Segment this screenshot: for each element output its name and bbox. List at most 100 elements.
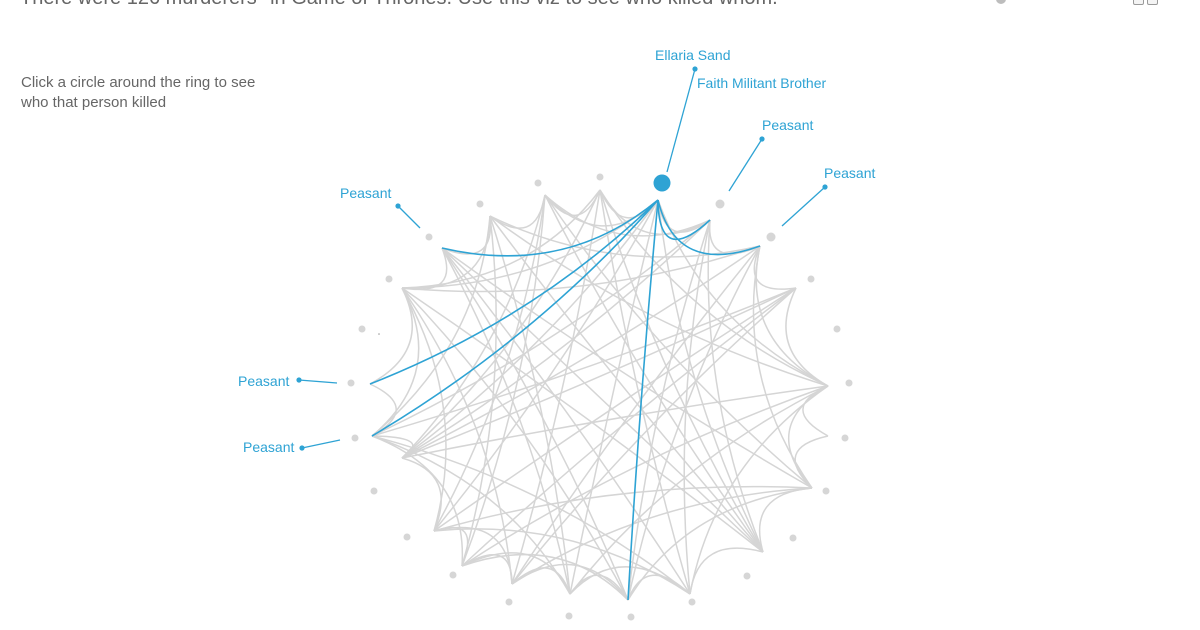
edge-35	[461, 385, 829, 567]
edge-90	[489, 194, 546, 229]
ring-node-12[interactable]	[505, 598, 513, 606]
label-peasant-left-2: Peasant	[243, 439, 294, 455]
ring-node-9[interactable]	[688, 598, 696, 606]
edge-41	[627, 487, 813, 601]
ring-node-10[interactable]	[627, 613, 635, 621]
edge-2	[657, 199, 764, 553]
edge-27	[461, 287, 797, 567]
page-title: There were 126 murderers* in Game of Thr…	[20, 0, 778, 10]
callout-dot-peasant-top	[759, 136, 765, 142]
edge-74	[461, 215, 497, 567]
ring-node-3[interactable]	[833, 325, 841, 333]
next-button[interactable]	[1147, 0, 1158, 5]
edge-50	[544, 194, 764, 553]
edge-83	[371, 287, 420, 437]
ring-node-18[interactable]	[358, 325, 366, 333]
edge-12	[627, 219, 711, 601]
edge-54	[433, 528, 691, 595]
ring-node-21[interactable]	[476, 200, 484, 208]
ring-node-14[interactable]	[403, 533, 411, 541]
edge-62	[441, 247, 629, 601]
edge-44	[441, 247, 813, 489]
ring-node-1[interactable]	[766, 232, 776, 242]
edge-46	[689, 547, 764, 595]
highlight-edge-4	[371, 199, 659, 437]
ring-node-23[interactable]	[596, 173, 604, 181]
ring-node-17[interactable]	[347, 379, 355, 387]
edge-89	[441, 215, 492, 255]
ring-node-2[interactable]	[807, 275, 815, 283]
label-faith: Faith Militant Brother	[697, 75, 826, 91]
edge-65	[371, 435, 571, 595]
edge-29	[401, 287, 797, 459]
edge-78	[433, 194, 546, 532]
edge-22	[401, 245, 761, 459]
edge-84	[371, 215, 491, 437]
ring-node-5[interactable]	[841, 434, 849, 442]
edge-59	[511, 563, 629, 601]
ring-node-4[interactable]	[845, 379, 853, 387]
edge-3	[569, 199, 659, 595]
edge-36	[401, 385, 829, 459]
ring-node-7[interactable]	[789, 534, 797, 542]
edge-56	[441, 247, 691, 595]
ring-node-11[interactable]	[565, 612, 573, 620]
ring-node-6[interactable]	[822, 487, 830, 495]
ring-node-13[interactable]	[449, 571, 457, 579]
edge-57	[599, 189, 691, 595]
instructions-text: Click a circle around the ring to see wh…	[21, 74, 256, 111]
edge-66	[441, 247, 571, 595]
ring-node-22[interactable]	[534, 179, 542, 187]
edge-76	[401, 457, 442, 532]
edge-75	[461, 194, 546, 567]
header-indicator	[996, 0, 1006, 4]
edge-77	[401, 287, 447, 532]
gray-edges	[369, 189, 829, 601]
callout-line-peasant-top	[728, 138, 763, 192]
edge-70	[401, 287, 513, 585]
edge-88	[401, 189, 601, 289]
selected-node[interactable]	[653, 174, 671, 192]
callout-line-peasant-left-2	[301, 439, 341, 449]
edge-91	[544, 189, 601, 217]
callout-dot-peasant-upper-left	[395, 203, 401, 209]
edge-21	[511, 245, 761, 585]
label-peasant-upper-left: Peasant	[340, 185, 391, 201]
ring-node-8[interactable]	[743, 572, 751, 580]
label-peasant-left-1: Peasant	[238, 373, 289, 389]
callout-line-peasant-left-1	[298, 379, 338, 384]
edge-43	[433, 485, 813, 532]
highlight-edge-2	[441, 199, 659, 257]
edge-4	[433, 199, 659, 532]
highlight-edge-1	[657, 199, 761, 256]
edge-80	[401, 194, 546, 459]
callout-dot-ellaria	[692, 66, 698, 72]
edge-39	[794, 435, 829, 489]
edge-82	[369, 383, 397, 437]
label-peasant-top: Peasant	[762, 117, 813, 133]
highlight-edge-5	[627, 199, 659, 601]
highlight-edges	[369, 199, 761, 601]
edge-42	[511, 487, 813, 585]
edge-25	[785, 287, 829, 387]
ring-node-19[interactable]	[385, 275, 393, 283]
ring-node-20[interactable]	[425, 233, 433, 241]
callout-line-peasant-upper-left	[397, 205, 421, 229]
callout-dot-peasant-left-1	[296, 377, 302, 383]
ring-node-16[interactable]	[351, 434, 359, 442]
edge-60	[461, 553, 629, 601]
edge-17	[753, 245, 797, 290]
ring-node-0[interactable]	[715, 199, 725, 209]
label-ellaria: Ellaria Sand	[655, 47, 731, 63]
highlight-edge-0	[657, 199, 711, 240]
ring-node-15[interactable]	[370, 487, 378, 495]
edge-85	[369, 287, 414, 385]
edge-55	[371, 435, 691, 595]
edge-10	[707, 219, 764, 553]
callout-dot-peasant-left-2	[299, 445, 305, 451]
ring-nodes	[347, 173, 853, 621]
edge-48	[441, 247, 764, 553]
edge-63	[511, 567, 571, 595]
prev-button[interactable]	[1133, 0, 1144, 5]
